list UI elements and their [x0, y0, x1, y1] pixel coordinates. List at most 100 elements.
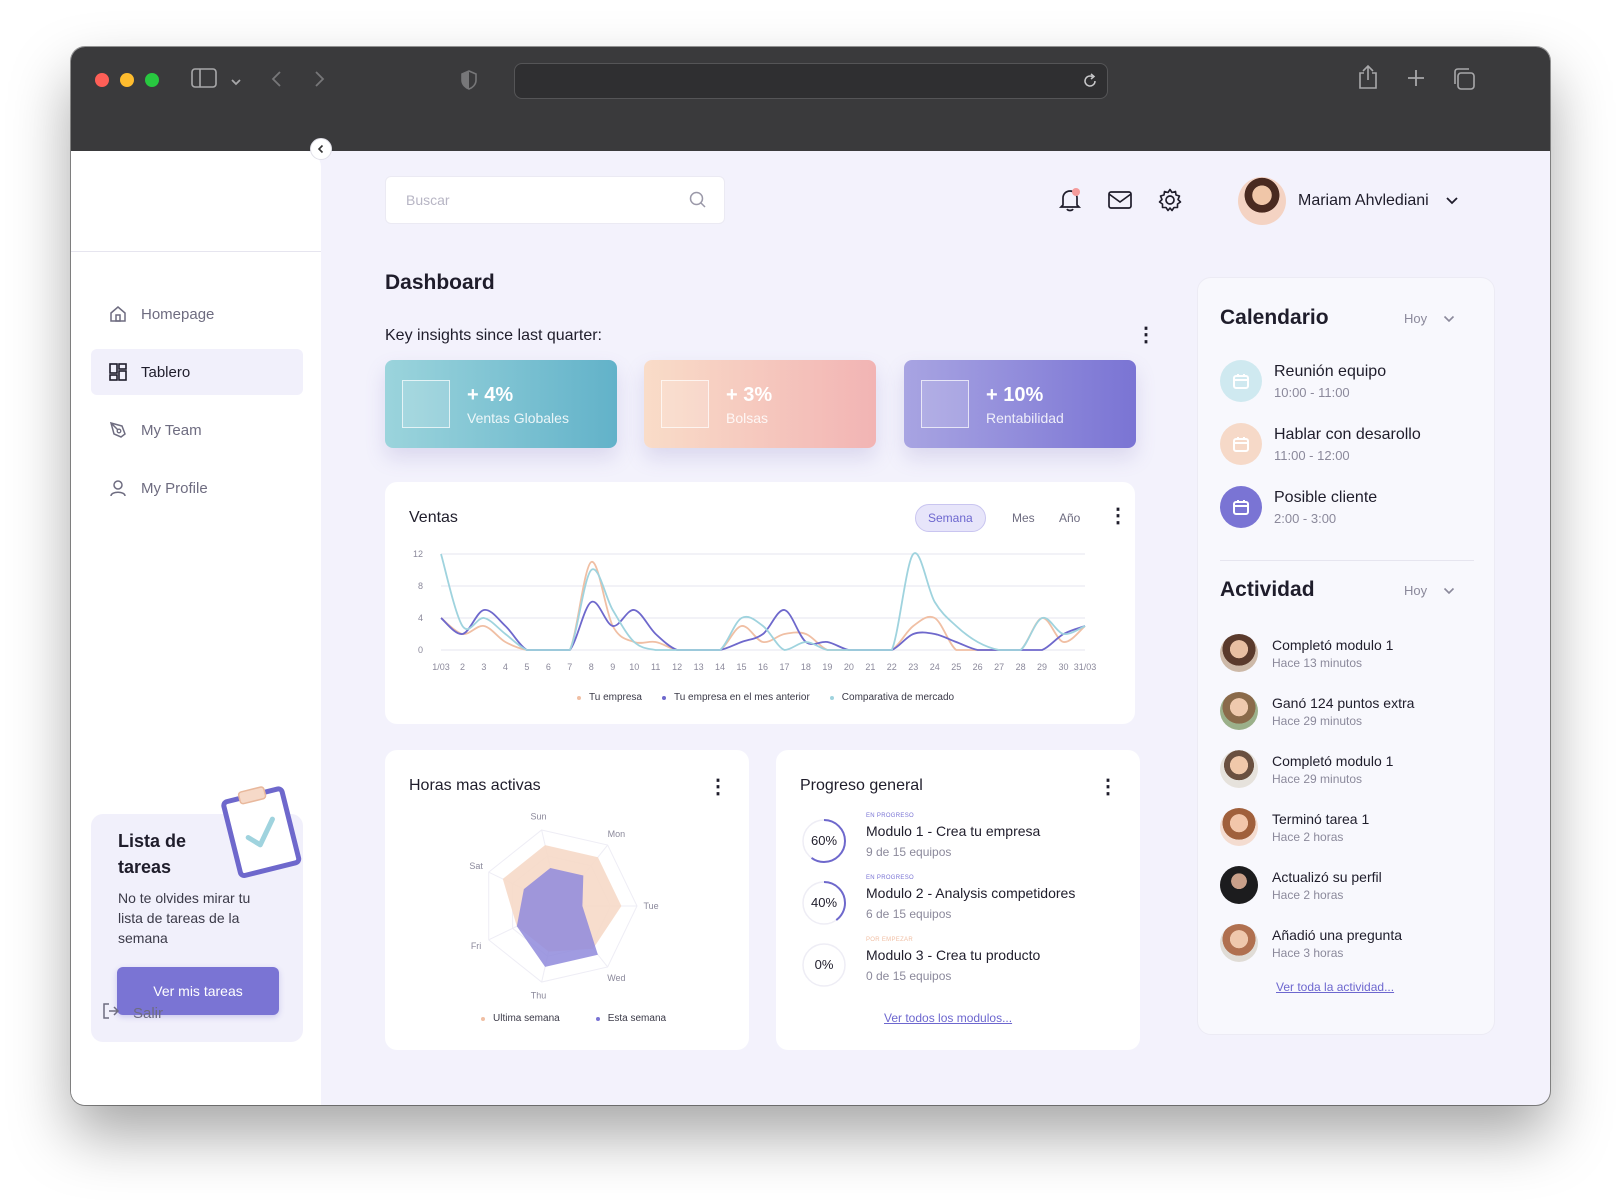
- activity-item[interactable]: Actualizó su perfil Hace 2 horas: [1220, 866, 1382, 904]
- horas-more-icon[interactable]: ⋮: [708, 776, 728, 798]
- sidebar-item-label: My Team: [141, 421, 202, 439]
- progress-ring: [802, 881, 846, 925]
- logout-button[interactable]: Salir: [101, 1001, 163, 1025]
- user-menu[interactable]: Mariam Ahvlediani: [1238, 177, 1459, 225]
- notifications-icon[interactable]: [1057, 187, 1083, 218]
- activity-name: Terminó tarea 1: [1272, 810, 1370, 827]
- event-time: 10:00 - 11:00: [1274, 385, 1350, 400]
- calendar-event[interactable]: Hablar con desarollo 11:00 - 12:00: [1220, 423, 1421, 465]
- sidebar-item-tablero[interactable]: Tablero: [91, 349, 303, 395]
- search-input[interactable]: Buscar: [385, 176, 725, 224]
- kpi-card-bolsas[interactable]: + 3% Bolsas: [644, 360, 876, 448]
- activity-item[interactable]: Añadió una pregunta Hace 3 horas: [1220, 924, 1402, 962]
- chevron-down-icon[interactable]: [230, 71, 242, 91]
- calendar-icon: [1220, 423, 1262, 465]
- activity-time: Hace 2 horas: [1272, 887, 1344, 902]
- legend-item: Tu empresa: [577, 692, 642, 703]
- sidebar-divider: [71, 251, 321, 252]
- insights-more-icon[interactable]: ⋮: [1136, 324, 1156, 346]
- clipboard-icon: [221, 786, 302, 878]
- legend-label: Esta semana: [607, 1013, 667, 1024]
- line-series: [440, 561, 1086, 651]
- event-time: 2:00 - 3:00: [1274, 511, 1337, 526]
- kpi-icon-box: [921, 380, 969, 428]
- x-tick-label: 10: [629, 662, 639, 672]
- kpi-card-rentabilidad[interactable]: + 10% Rentabilidad: [904, 360, 1136, 448]
- settings-gear-icon[interactable]: [1157, 187, 1183, 218]
- sidebar-item-label: My Profile: [141, 479, 208, 497]
- view-all-modules-link[interactable]: Ver todos los modulos...: [884, 1011, 1013, 1025]
- tab-mes[interactable]: Mes: [1012, 511, 1035, 525]
- radar-axis-label: Fri: [471, 941, 482, 951]
- y-tick-label: 4: [418, 613, 423, 623]
- activity-item[interactable]: Completó modulo 1 Hace 29 minutos: [1220, 750, 1393, 788]
- progreso-more-icon[interactable]: ⋮: [1098, 776, 1118, 798]
- reload-icon[interactable]: [1081, 72, 1099, 95]
- activity-item[interactable]: Ganó 124 puntos extra Hace 29 minutos: [1220, 692, 1414, 730]
- search-icon[interactable]: [688, 190, 708, 215]
- x-tick-label: 22: [887, 662, 897, 672]
- calendario-filter-dropdown[interactable]: Hoy: [1404, 311, 1455, 326]
- activity-name: Completó modulo 1: [1272, 752, 1394, 769]
- collapse-sidebar-button[interactable]: [310, 138, 332, 160]
- x-tick-label: 18: [801, 662, 811, 672]
- ventas-more-icon[interactable]: ⋮: [1108, 505, 1128, 527]
- sidebar-item-homepage[interactable]: Homepage: [91, 291, 303, 337]
- dashboard-icon: [107, 361, 129, 383]
- minimize-window-button[interactable]: [120, 73, 134, 87]
- x-tick-label: 20: [844, 662, 854, 672]
- module-name: Modulo 2 - Analysis competidores: [866, 885, 1076, 901]
- x-tick-label: 23: [908, 662, 918, 672]
- event-name: Hablar con desarollo: [1274, 426, 1421, 443]
- tab-semana[interactable]: Semana: [915, 504, 986, 532]
- x-tick-label: 27: [994, 662, 1004, 672]
- x-tick-label: 13: [694, 662, 704, 672]
- kpi-card-ventas[interactable]: + 4% Ventas Globales: [385, 360, 617, 448]
- kpi-value: + 10%: [986, 384, 1044, 406]
- x-tick-label: 21: [865, 662, 875, 672]
- back-icon[interactable]: [269, 69, 283, 93]
- progress-ring: [802, 943, 846, 987]
- shield-icon[interactable]: [459, 69, 479, 95]
- activity-item[interactable]: Completó modulo 1 Hace 13 minutos: [1220, 634, 1393, 672]
- user-icon: [107, 477, 129, 499]
- share-icon[interactable]: [1357, 64, 1379, 94]
- zoom-window-button[interactable]: [145, 73, 159, 87]
- module-percent: 40%: [810, 895, 838, 910]
- avatar: [1220, 750, 1258, 788]
- ventas-title: Ventas: [409, 509, 458, 526]
- address-bar[interactable]: [514, 63, 1108, 99]
- sidebar-item-my-profile[interactable]: My Profile: [91, 465, 303, 511]
- view-tasks-button[interactable]: Ver mis tareas: [117, 967, 279, 1015]
- legend-swatch: [577, 695, 581, 700]
- module-sub: 6 de 15 equipos: [866, 907, 952, 921]
- tab-overview-icon[interactable]: [1452, 67, 1476, 95]
- avatar: [1220, 866, 1258, 904]
- search-placeholder: Buscar: [406, 192, 450, 208]
- legend-swatch: [481, 1016, 485, 1021]
- module-status: EN PROGRESO: [866, 813, 914, 819]
- sidebar-toggle-icon[interactable]: [191, 68, 217, 92]
- horas-title: Horas mas activas: [409, 777, 541, 794]
- activity-time: Hace 13 minutos: [1272, 655, 1363, 670]
- tab-ano[interactable]: Año: [1059, 511, 1081, 525]
- progress-fill: [802, 819, 846, 863]
- calendar-event[interactable]: Reunión equipo 10:00 - 11:00: [1220, 360, 1386, 402]
- sidebar-item-my-team[interactable]: My Team: [91, 407, 303, 453]
- close-window-button[interactable]: [95, 73, 109, 87]
- view-all-activity-link[interactable]: Ver toda la actividad...: [1276, 980, 1395, 994]
- actividad-filter-dropdown[interactable]: Hoy: [1404, 583, 1455, 598]
- browser-window: Homepage Tablero My Team My Profile: [71, 47, 1550, 1105]
- calendar-event[interactable]: Posible cliente 2:00 - 3:00: [1220, 486, 1377, 528]
- chevron-down-icon[interactable]: [1445, 196, 1459, 206]
- forward-icon[interactable]: [313, 69, 327, 93]
- module-item[interactable]: 0% POR EMPEZAR Modulo 3 - Crea tu produc…: [800, 937, 1120, 993]
- new-tab-icon[interactable]: [1406, 68, 1426, 92]
- module-item[interactable]: 40% EN PROGRESO Modulo 2 - Analysis comp…: [800, 875, 1120, 931]
- activity-item[interactable]: Terminó tarea 1 Hace 2 horas: [1220, 808, 1369, 846]
- mail-icon[interactable]: [1106, 187, 1134, 218]
- legend-label: Tu empresa en el mes anterior: [673, 692, 810, 703]
- legend-item: Ultima semana: [481, 1013, 560, 1024]
- module-item[interactable]: 60% EN PROGRESO Modulo 1 - Crea tu empre…: [800, 813, 1120, 869]
- actividad-title: Actividad: [1220, 578, 1315, 601]
